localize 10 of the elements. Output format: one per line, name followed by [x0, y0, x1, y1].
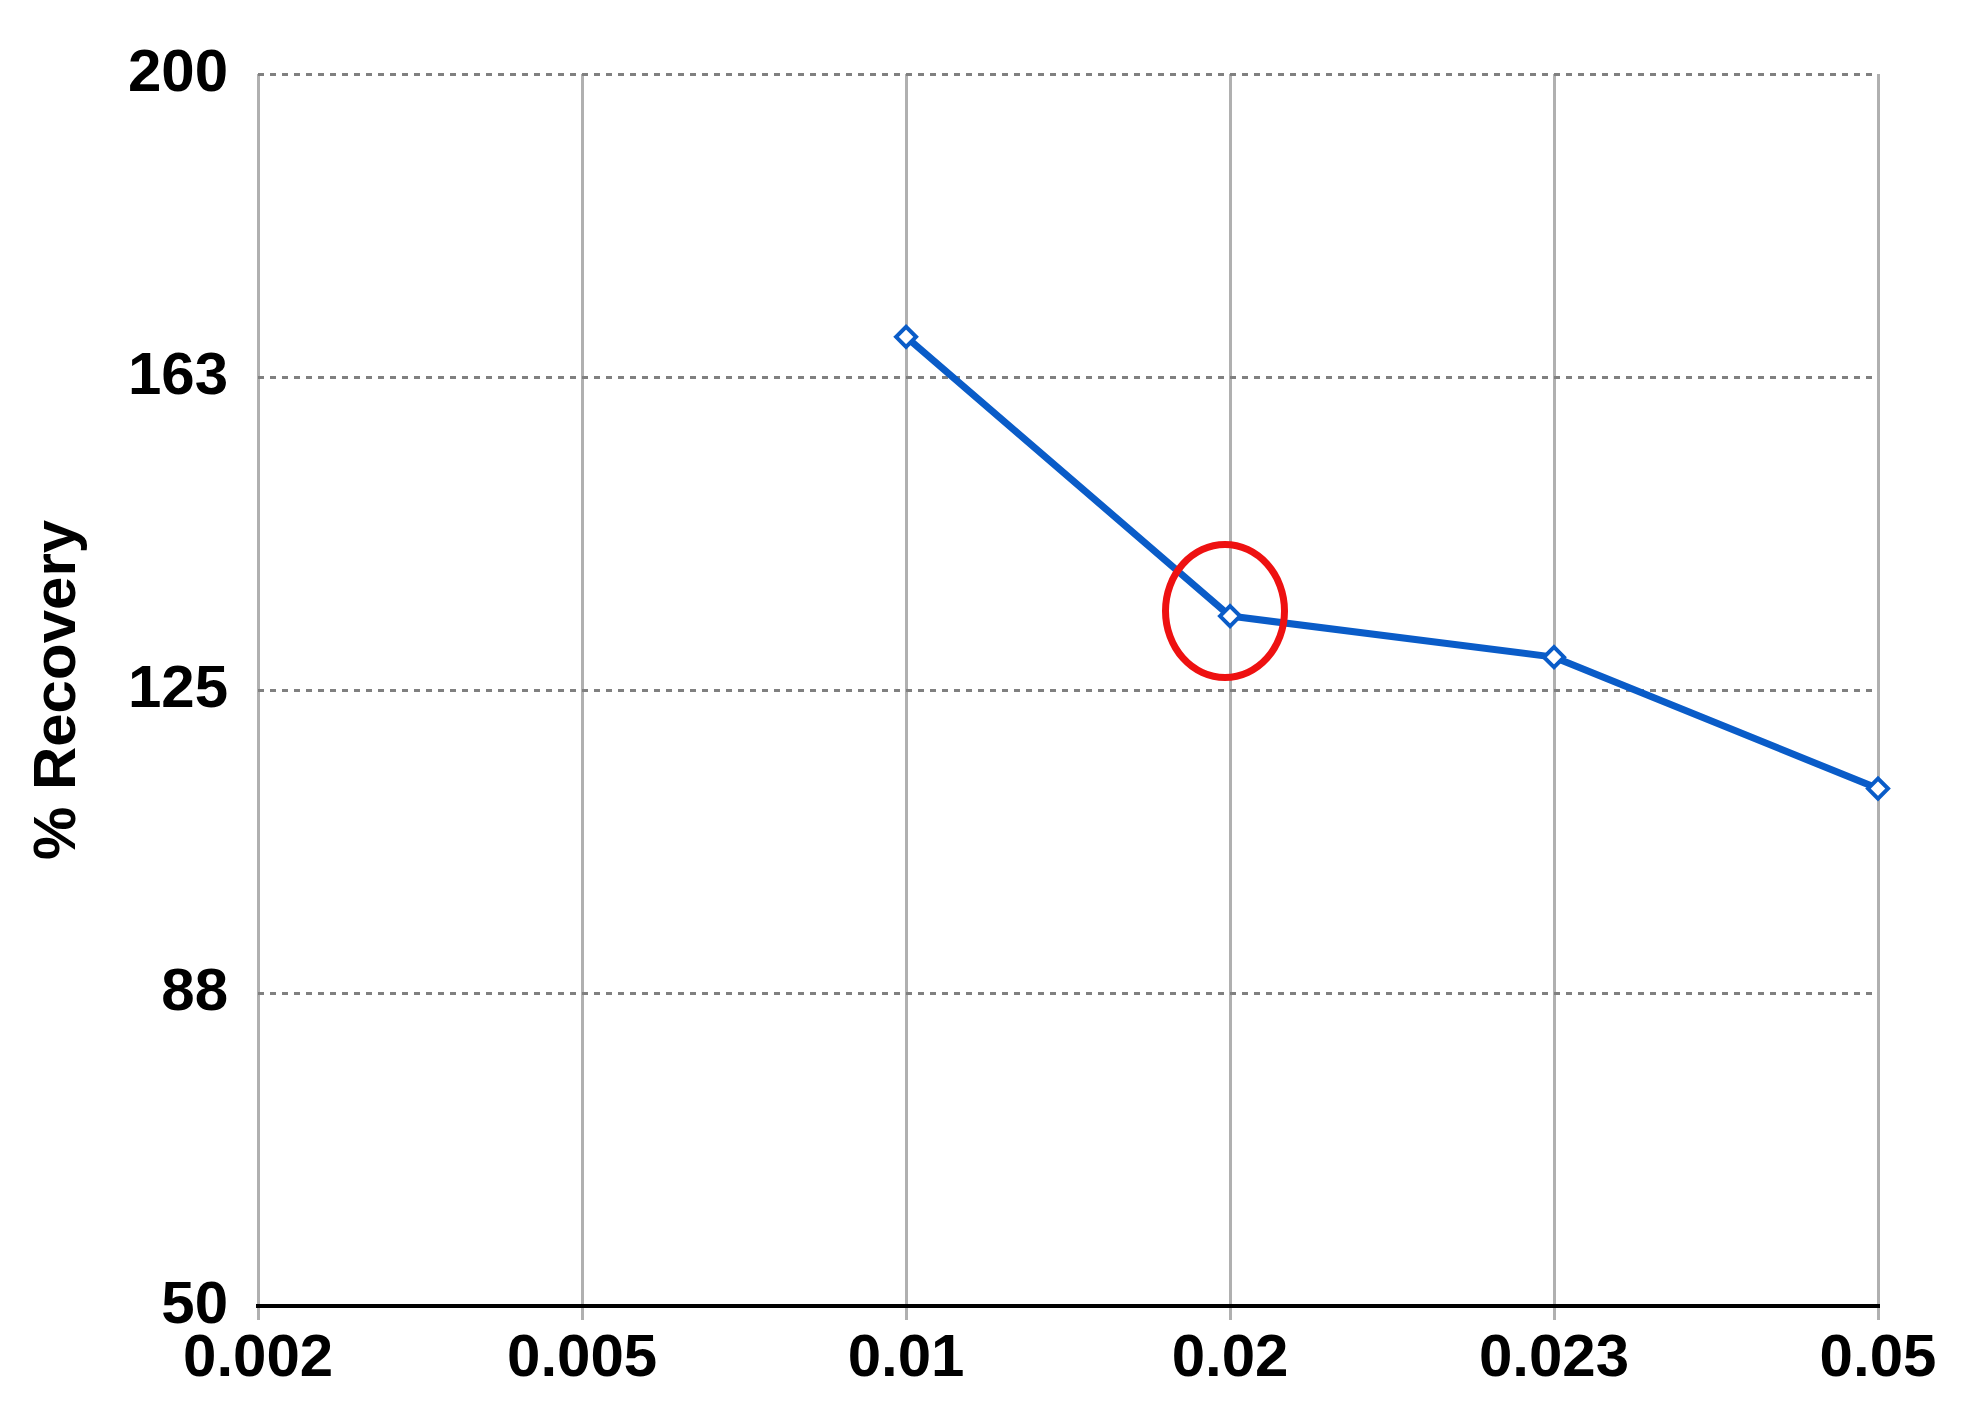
y-tick-label: 88	[161, 956, 229, 1024]
x-tick-label: 0.05	[1819, 1321, 1937, 1389]
x-tick-label: 0.01	[847, 1321, 965, 1389]
y-tick-label: 163	[128, 340, 229, 408]
x-tick-label: 0.023	[1478, 1321, 1630, 1389]
x-tick-label: 0.005	[507, 1321, 658, 1389]
y-axis-title: % Recovery	[20, 519, 88, 861]
y-tick-label: 125	[128, 652, 229, 720]
y-tick-label: 200	[128, 36, 229, 104]
x-tick-label: 0.02	[1171, 1321, 1289, 1389]
